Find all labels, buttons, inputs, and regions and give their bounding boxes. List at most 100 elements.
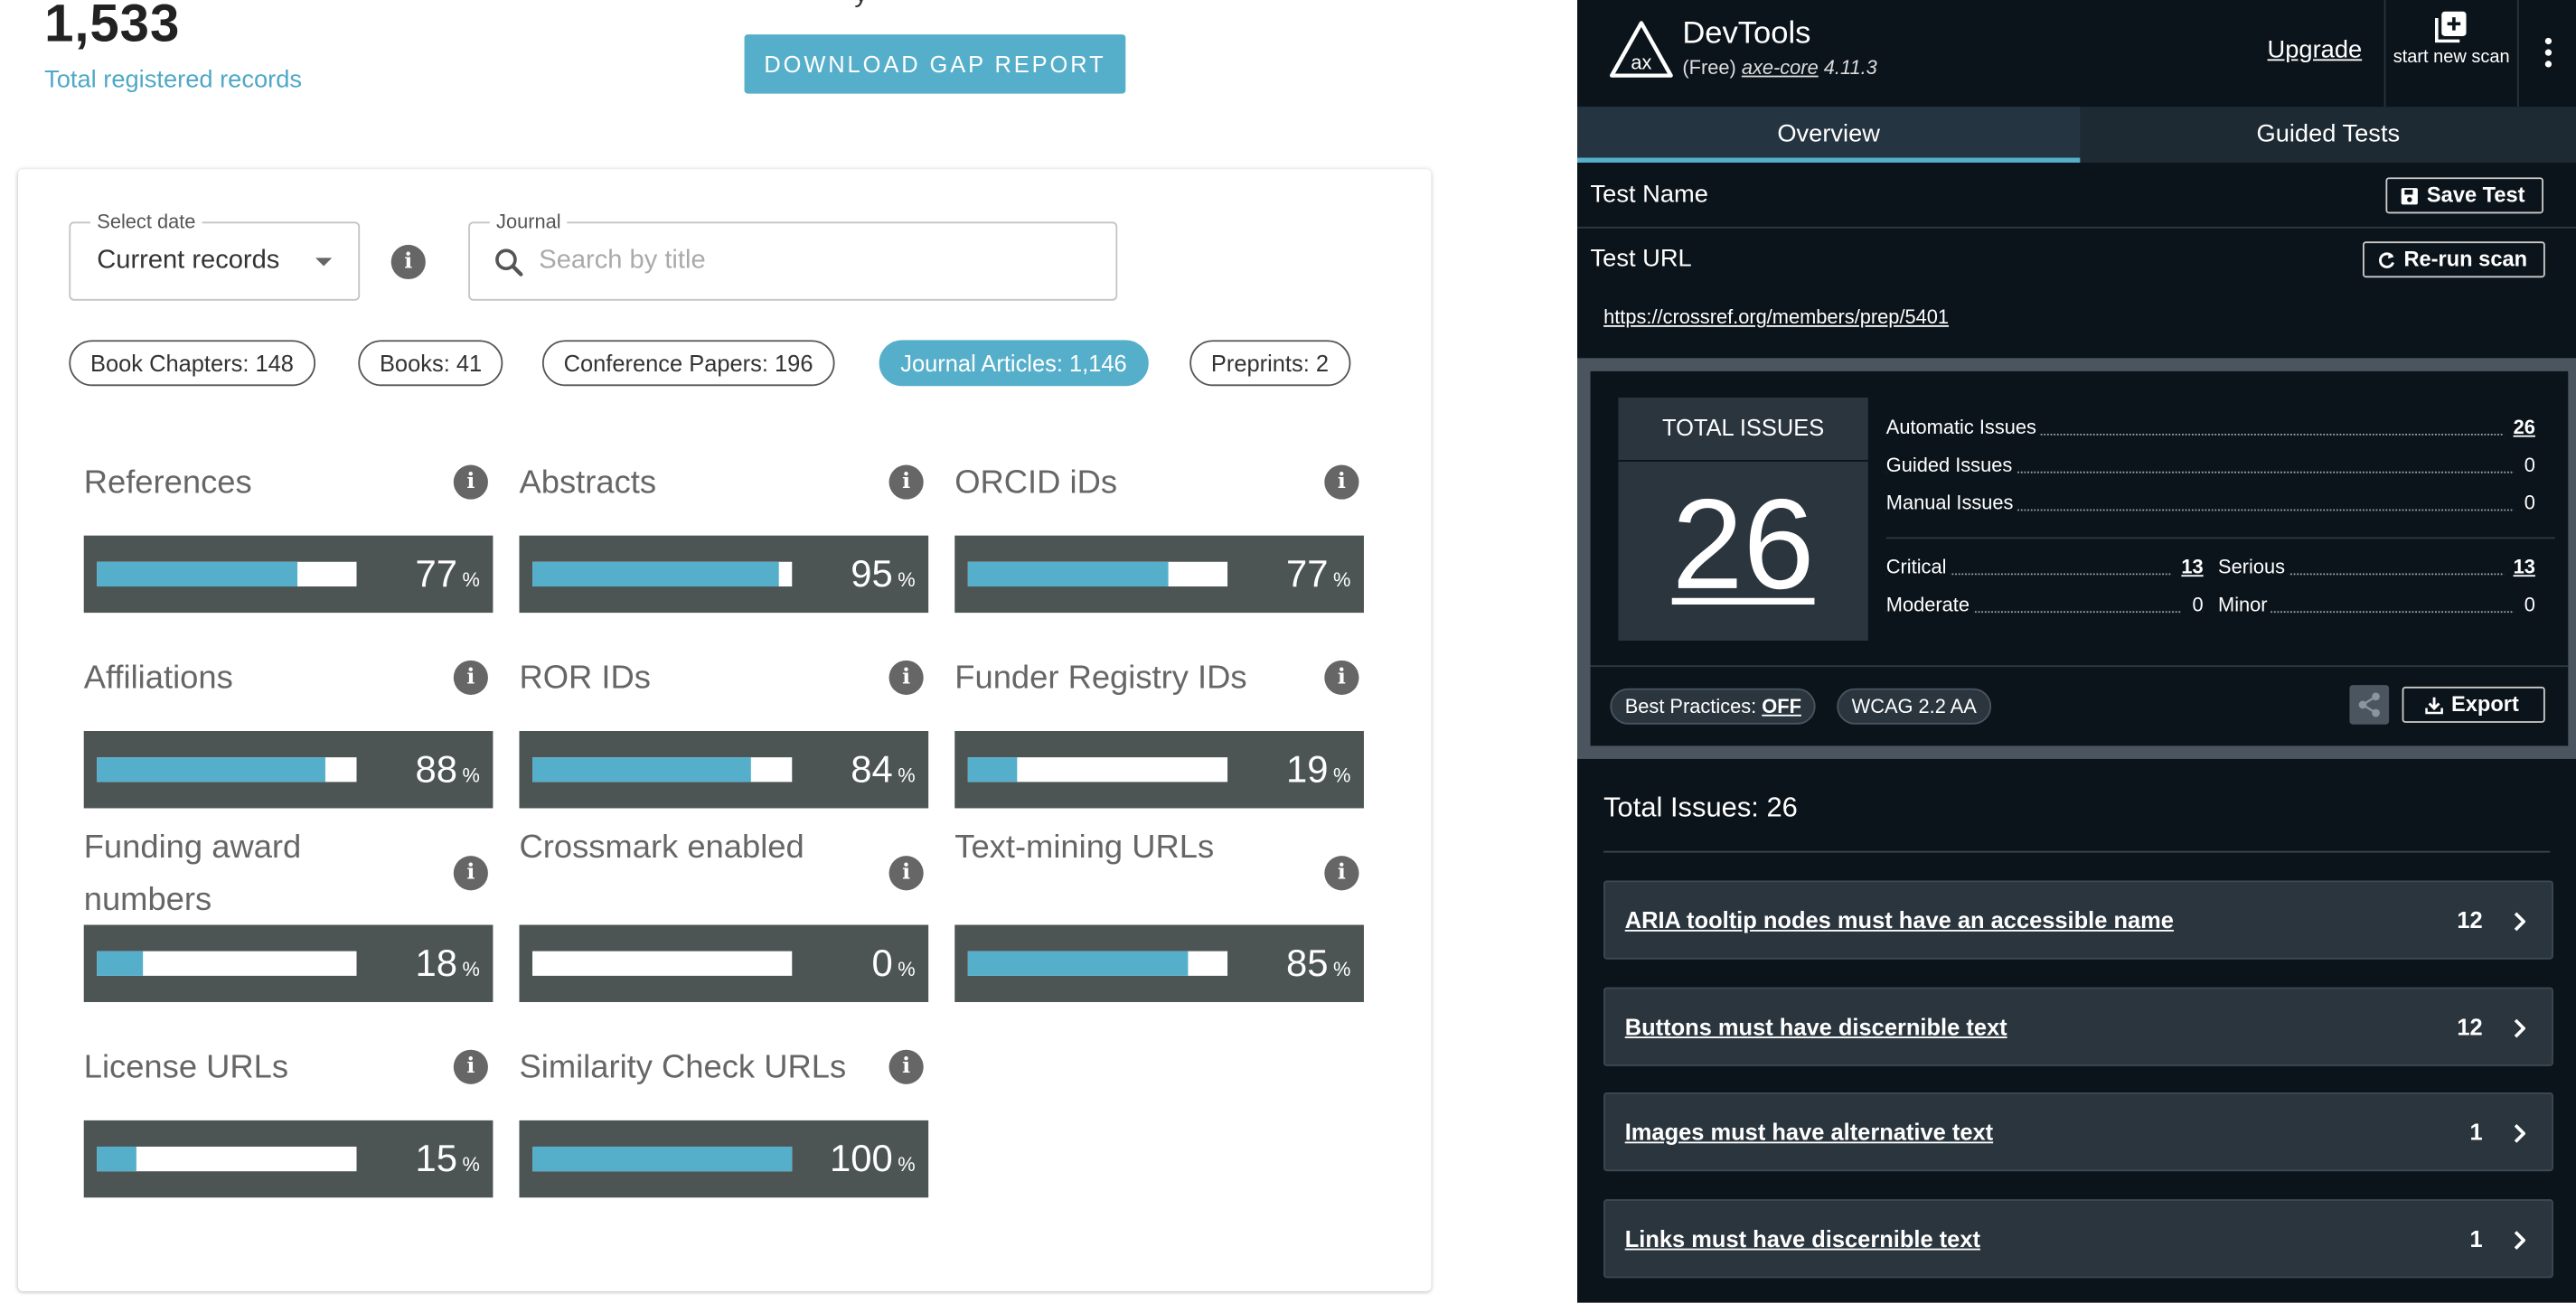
journal-label: Journal bbox=[489, 210, 568, 234]
save-test-button[interactable]: Save Test bbox=[2385, 177, 2543, 214]
metric-value: 15% bbox=[415, 1137, 479, 1181]
info-icon[interactable]: i bbox=[453, 1049, 488, 1084]
filter-pill[interactable]: Books: 41 bbox=[358, 340, 503, 387]
issue-title-link[interactable]: Links must have discernible text bbox=[1624, 1224, 1980, 1251]
metric-progress-box: 15% bbox=[83, 1120, 494, 1198]
issue-count-label: Serious bbox=[2218, 555, 2289, 578]
info-icon[interactable]: i bbox=[1324, 660, 1359, 696]
test-url-label: Test URL bbox=[1590, 244, 1692, 273]
info-icon[interactable]: i bbox=[453, 464, 488, 500]
issue-count-label: Guided Issues bbox=[1885, 453, 2016, 477]
progress-track bbox=[97, 1146, 357, 1172]
percent-sign: % bbox=[898, 568, 916, 592]
metric-value: 100% bbox=[830, 1137, 916, 1181]
filter-pill[interactable]: Book Chapters: 148 bbox=[69, 340, 315, 387]
share-icon bbox=[2358, 692, 2380, 717]
info-icon[interactable]: i bbox=[453, 660, 488, 696]
issue-count-row: Manual Issues 0 bbox=[1885, 491, 2535, 518]
upgrade-link[interactable]: Upgrade bbox=[2267, 35, 2363, 64]
wcag-standard-chip[interactable]: WCAG 2.2 AA bbox=[1837, 688, 1992, 725]
info-icon[interactable]: i bbox=[888, 464, 924, 500]
metric-percent-number: 18 bbox=[415, 941, 458, 984]
dotted-leader bbox=[1885, 433, 2535, 436]
brand-subtitle: (Free) axe-core 4.11.3 bbox=[1682, 56, 1876, 79]
download-gap-report-button[interactable]: DOWNLOAD GAP REPORT bbox=[744, 34, 1126, 94]
start-new-scan-label: start new scan bbox=[2393, 47, 2510, 68]
issue-item[interactable]: Images must have alternative text 1 bbox=[1603, 1092, 2553, 1172]
metric-value: 95% bbox=[851, 552, 915, 596]
brand-name: DevTools bbox=[1682, 16, 1811, 52]
dotted-leader bbox=[1885, 611, 2204, 614]
issue-count: 12 bbox=[2457, 906, 2483, 933]
tab-guided-tests[interactable]: Guided Tests bbox=[2256, 119, 2401, 148]
rerun-scan-button[interactable]: Re-run scan bbox=[2363, 241, 2546, 278]
issue-count-row: Automatic Issues 26 bbox=[1885, 415, 2535, 442]
metric-progress-box: 18% bbox=[83, 924, 494, 1002]
test-url-link[interactable]: https://crossref.org/members/prep/5401 bbox=[1603, 305, 1950, 329]
info-icon[interactable]: i bbox=[1324, 856, 1359, 891]
info-icon[interactable]: i bbox=[888, 1049, 924, 1084]
start-new-scan-button[interactable]: start new scan bbox=[2385, 10, 2516, 69]
metric-progress-box: 84% bbox=[519, 731, 929, 809]
dotted-leader bbox=[1885, 509, 2535, 511]
metric-value: 18% bbox=[415, 942, 479, 986]
progress-track bbox=[967, 561, 1228, 587]
progress-track bbox=[97, 951, 357, 976]
metric-title: Affiliations bbox=[83, 660, 233, 697]
percent-sign: % bbox=[898, 1153, 916, 1176]
issue-item[interactable]: Links must have discernible text 1 bbox=[1603, 1198, 2553, 1278]
issue-count-row: Serious 13 bbox=[2218, 555, 2535, 581]
issue-count-value[interactable]: 13 bbox=[2503, 555, 2535, 578]
kebab-menu-icon[interactable] bbox=[2540, 36, 2556, 69]
metric-value: 77% bbox=[415, 552, 479, 596]
issue-title-link[interactable]: Buttons must have discernible text bbox=[1624, 1012, 2007, 1039]
info-icon[interactable]: i bbox=[1324, 464, 1359, 500]
progress-fill bbox=[967, 951, 1189, 976]
issue-item[interactable]: Buttons must have discernible text 12 bbox=[1603, 986, 2553, 1065]
issue-count: 12 bbox=[2457, 1012, 2483, 1039]
filter-pill[interactable]: Journal Articles: 1,146 bbox=[879, 340, 1149, 387]
progress-fill bbox=[97, 757, 326, 783]
metric-progress-box: 19% bbox=[954, 731, 1364, 809]
issue-count-value: 0 bbox=[2182, 593, 2204, 616]
best-practices-toggle[interactable]: Best Practices: OFF bbox=[1610, 688, 1817, 725]
devtools-header: ax DevTools (Free) axe-core 4.11.3 Upgra… bbox=[1577, 0, 2576, 108]
share-button[interactable] bbox=[2349, 685, 2390, 725]
progress-track bbox=[532, 757, 793, 783]
total-issues-number[interactable]: 26 bbox=[1671, 471, 1815, 616]
progress-track bbox=[97, 757, 357, 783]
info-icon[interactable]: i bbox=[888, 660, 924, 696]
issue-count-value[interactable]: 13 bbox=[2171, 555, 2204, 578]
tab-overview[interactable]: Overview bbox=[1577, 107, 2081, 163]
issue-item[interactable]: ARIA tooltip nodes must have an accessib… bbox=[1603, 880, 2553, 960]
filter-pill[interactable]: Preprints: 2 bbox=[1189, 340, 1350, 387]
issue-title-link[interactable]: Images must have alternative text bbox=[1624, 1119, 1994, 1146]
dotted-leader bbox=[1885, 573, 2204, 576]
metric-title: License URLs bbox=[83, 1049, 289, 1086]
rerun-scan-label: Re-run scan bbox=[2403, 246, 2528, 271]
info-icon[interactable]: i bbox=[390, 244, 426, 280]
date-select[interactable]: Select date Current records bbox=[69, 210, 361, 301]
progress-fill bbox=[532, 561, 779, 587]
issue-count-value[interactable]: 26 bbox=[2503, 415, 2535, 439]
axe-core-link[interactable]: axe-core bbox=[1741, 55, 1819, 80]
axe-core-version: 4.11.3 bbox=[1823, 55, 1877, 80]
issues-heading: Total Issues: 26 bbox=[1603, 792, 1798, 823]
info-icon[interactable]: i bbox=[453, 856, 488, 891]
info-icon[interactable]: i bbox=[888, 856, 924, 891]
issue-title-link[interactable]: ARIA tooltip nodes must have an accessib… bbox=[1624, 906, 2174, 933]
progress-track bbox=[967, 951, 1228, 976]
metric-value: 85% bbox=[1286, 942, 1350, 986]
export-button[interactable]: Export bbox=[2402, 686, 2545, 723]
metric-title: Text-mining URLs bbox=[954, 830, 1215, 867]
metric-progress-box: 77% bbox=[83, 535, 494, 614]
percent-sign: % bbox=[462, 764, 480, 787]
summary-divider bbox=[1590, 665, 2569, 668]
filter-pill[interactable]: Conference Papers: 196 bbox=[541, 340, 835, 387]
journal-search-input[interactable] bbox=[539, 239, 1098, 283]
best-practices-value: OFF bbox=[1762, 695, 1801, 718]
test-url-field[interactable]: https://crossref.org/members/prep/5401 bbox=[1590, 292, 2569, 343]
progress-track bbox=[532, 951, 793, 976]
issue-count-row: Minor 0 bbox=[2218, 593, 2535, 619]
test-name-label: Test Name bbox=[1590, 180, 1708, 209]
